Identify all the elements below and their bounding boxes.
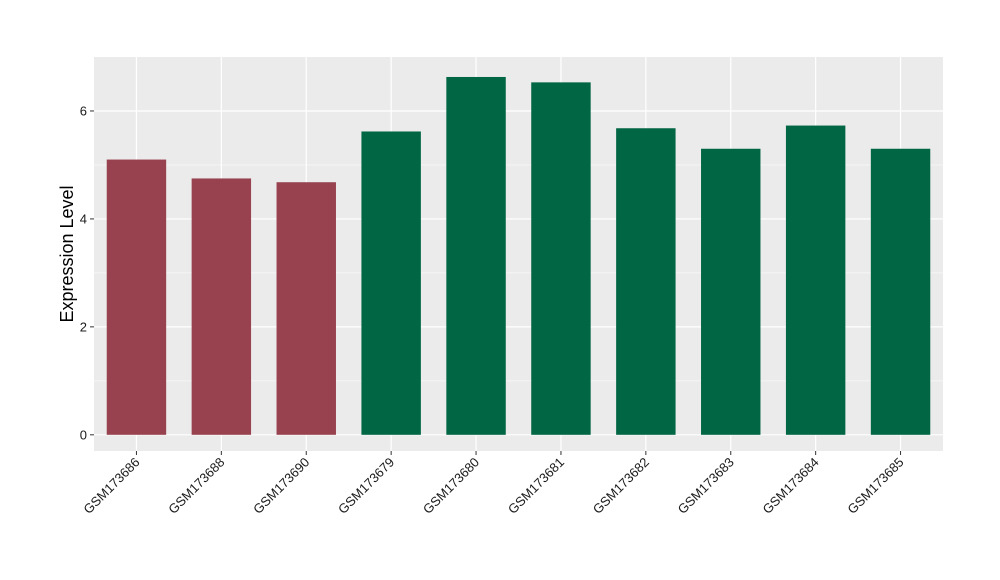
x-tick-label: GSM173690 bbox=[250, 455, 312, 517]
bars bbox=[106, 76, 931, 435]
y-axis: 0 2 4 6 bbox=[80, 103, 94, 442]
bar-GSM173681 bbox=[531, 82, 591, 435]
bar-GSM173680 bbox=[446, 76, 506, 435]
x-tick-label: GSM173682 bbox=[590, 455, 652, 517]
y-tick-label: 4 bbox=[80, 211, 87, 226]
y-tick-label: 2 bbox=[80, 319, 87, 334]
x-tick-label: GSM173681 bbox=[505, 455, 567, 517]
bar-GSM173679 bbox=[361, 131, 421, 435]
x-tick-label: GSM173688 bbox=[165, 455, 227, 517]
x-tick-label: GSM173679 bbox=[335, 455, 397, 517]
x-tick-label: GSM173680 bbox=[420, 455, 482, 517]
x-axis: GSM173686 GSM173688 GSM173690 GSM173679 GSM1… bbox=[80, 451, 907, 517]
y-tick-label: 0 bbox=[80, 427, 87, 442]
x-tick-label: GSM173684 bbox=[760, 455, 822, 517]
x-tick-label: GSM173685 bbox=[844, 455, 906, 517]
bar-GSM173688 bbox=[191, 178, 252, 435]
bar-GSM173686 bbox=[106, 159, 167, 435]
y-axis-title: Expression Level bbox=[57, 185, 77, 322]
y-tick-label: 6 bbox=[80, 103, 87, 118]
bar-GSM173684 bbox=[785, 125, 846, 435]
bar-GSM173685 bbox=[870, 148, 931, 435]
bar-GSM173690 bbox=[276, 182, 336, 435]
bar-GSM173682 bbox=[616, 128, 676, 435]
x-tick-label: GSM173683 bbox=[675, 455, 737, 517]
bar-GSM173683 bbox=[701, 148, 761, 435]
x-tick-label: GSM173686 bbox=[80, 455, 142, 517]
